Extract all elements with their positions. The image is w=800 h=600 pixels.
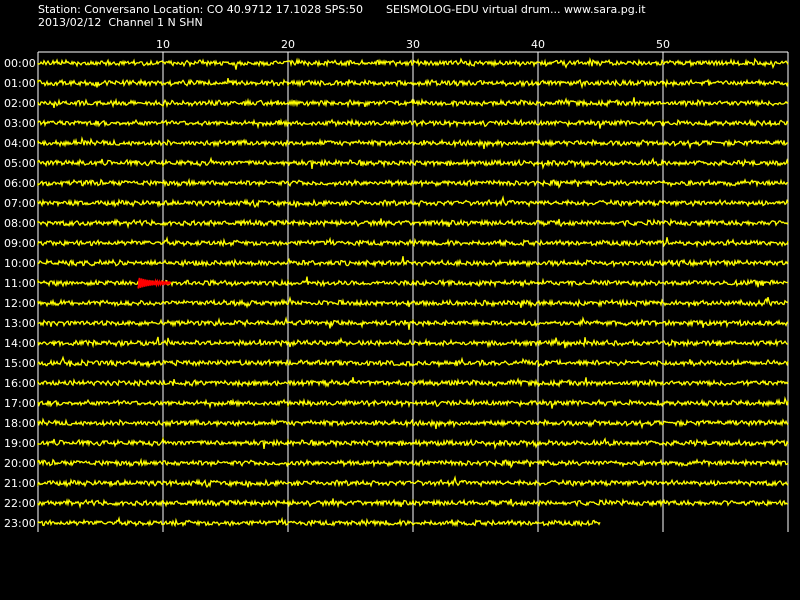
- x-tick-label-40: 40: [531, 38, 545, 51]
- trace-0400: [37, 136, 789, 150]
- trace-2300: [37, 516, 601, 528]
- trace-2100: [37, 475, 789, 489]
- row-label-1500: 15:00: [4, 357, 36, 370]
- trace-2200: [37, 497, 789, 509]
- row-label-0000: 00:00: [4, 57, 36, 70]
- x-tick-label-50: 50: [656, 38, 670, 51]
- trace-2000: [37, 457, 789, 469]
- row-label-0600: 06:00: [4, 177, 36, 190]
- row-label-1400: 14:00: [4, 337, 36, 350]
- row-label-2300: 23:00: [4, 517, 36, 530]
- row-label-2100: 21:00: [4, 477, 36, 490]
- row-label-1600: 16:00: [4, 377, 36, 390]
- trace-1800: [37, 417, 789, 430]
- row-label-1300: 13:00: [4, 317, 36, 330]
- trace-0200: [37, 97, 789, 109]
- row-label-1000: 10:00: [4, 257, 36, 270]
- row-label-1700: 17:00: [4, 397, 36, 410]
- row-label-1900: 19:00: [4, 437, 36, 450]
- trace-1300: [37, 315, 789, 330]
- row-label-2200: 22:00: [4, 497, 36, 510]
- trace-1600: [37, 377, 789, 388]
- trace-0000: [37, 57, 789, 70]
- trace-1700: [37, 396, 789, 410]
- row-label-1800: 18:00: [4, 417, 36, 430]
- x-tick-label-20: 20: [281, 38, 295, 51]
- row-label-0100: 01:00: [4, 77, 36, 90]
- station-info: Station: Conversano Location: CO 40.9712…: [38, 3, 363, 16]
- x-tick-label-10: 10: [156, 38, 170, 51]
- trace-0600: [37, 177, 789, 189]
- row-label-1100: 11:00: [4, 277, 36, 290]
- trace-0700: [37, 195, 789, 209]
- row-label-0800: 08:00: [4, 217, 36, 230]
- trace-1000: [37, 256, 789, 269]
- trace-0300: [37, 117, 789, 130]
- trace-0900: [37, 236, 789, 249]
- app-brand: SEISMOLOG-EDU virtual drum... www.sara.p…: [386, 3, 646, 16]
- trace-1500: [37, 355, 789, 369]
- row-label-0700: 07:00: [4, 197, 36, 210]
- trace-1900: [37, 436, 789, 450]
- trace-0100: [37, 78, 789, 90]
- x-tick-label-30: 30: [406, 38, 420, 51]
- row-label-0500: 05:00: [4, 157, 36, 170]
- row-label-1200: 12:00: [4, 297, 36, 310]
- trace-0800: [37, 217, 789, 229]
- date-channel-info: 2013/02/12 Channel 1 N SHN: [38, 16, 203, 29]
- row-label-0200: 02:00: [4, 97, 36, 110]
- row-label-0900: 09:00: [4, 237, 36, 250]
- row-label-0300: 03:00: [4, 117, 36, 130]
- trace-1400: [37, 336, 789, 349]
- trace-1200: [37, 295, 789, 309]
- trace-0500: [37, 156, 789, 170]
- seismic-event-trace: [137, 277, 172, 289]
- row-label-0400: 04:00: [4, 137, 36, 150]
- row-label-2000: 20:00: [4, 457, 36, 470]
